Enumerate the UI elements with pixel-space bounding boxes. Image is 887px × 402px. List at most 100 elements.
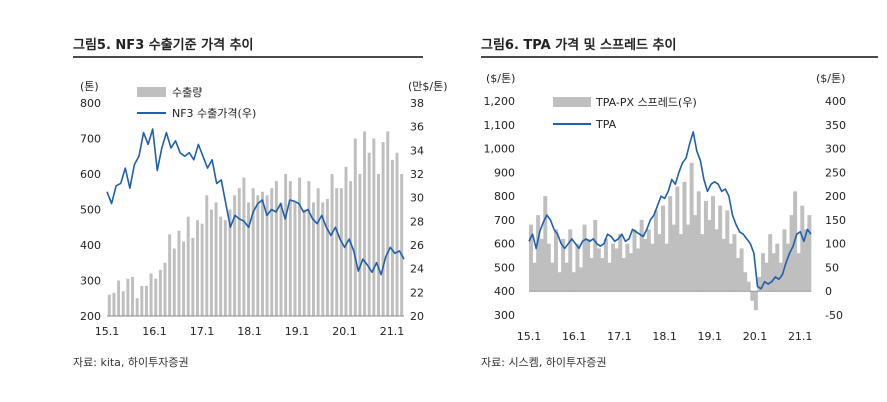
spread-bar <box>650 243 655 292</box>
spread-bar <box>800 205 805 292</box>
left-axis-label: ($/톤) <box>486 72 515 85</box>
bar <box>172 248 176 316</box>
bar <box>247 202 251 316</box>
spread-bar <box>553 229 558 292</box>
right-axis-label: (만$/톤) <box>408 80 448 93</box>
bar <box>349 181 353 316</box>
right-tick-label: 150 <box>825 214 846 227</box>
right-tick-label: 22 <box>410 286 424 299</box>
series-line-nf3-price <box>106 128 405 276</box>
x-tick-label: 18.1 <box>652 330 677 343</box>
spread-bar <box>764 262 769 292</box>
spread-bar <box>782 229 787 292</box>
spread-bar <box>757 276 762 292</box>
spread-bar <box>646 229 651 292</box>
right-tick-label: 0 <box>825 285 832 298</box>
bar <box>214 202 218 316</box>
spread-bar <box>578 267 583 292</box>
spread-bar <box>789 215 794 292</box>
bar <box>154 278 158 316</box>
spread-bar <box>739 248 744 292</box>
left-axis-label: (톤) <box>80 80 99 93</box>
spread-bar <box>653 210 658 292</box>
legend-label: TPA <box>595 118 617 131</box>
spread-bar <box>603 238 608 292</box>
right-tick-label: 36 <box>410 121 424 134</box>
spread-bar <box>600 257 605 292</box>
spread-bar <box>803 229 808 292</box>
bar <box>307 181 311 316</box>
bar <box>205 195 209 316</box>
spread-bar <box>750 291 755 301</box>
x-tick-label: 21.1 <box>788 330 813 343</box>
spread-bar <box>703 200 708 292</box>
bar <box>312 202 315 316</box>
spread-bar <box>675 186 680 292</box>
bar <box>223 220 227 316</box>
bar <box>168 234 172 316</box>
left-tick-label: 600 <box>80 168 101 181</box>
spread-bar <box>614 248 619 292</box>
spread-bar <box>596 248 601 292</box>
bar <box>298 177 302 316</box>
left-tick-label: 400 <box>494 285 515 298</box>
right-tick-label: 50 <box>825 261 839 274</box>
bar <box>330 174 334 316</box>
bar <box>386 131 390 316</box>
bar <box>256 195 260 316</box>
left-tick-label: 1,100 <box>484 119 516 132</box>
bar <box>293 202 297 316</box>
title-rule <box>481 56 878 58</box>
spread-bar <box>725 210 730 292</box>
bar <box>321 202 325 316</box>
right-tick-label: 250 <box>825 166 846 179</box>
left-tick-label: 700 <box>494 214 515 227</box>
left-tick-label: 900 <box>494 166 515 179</box>
nf3-chart: (톤) (만$/톤) 200 300 400 500 600 700 800 20 22 24 26 28… <box>80 80 448 338</box>
x-tick-label: 20.1 <box>743 330 768 343</box>
spread-bar <box>718 205 723 292</box>
x-tick-label: 21.1 <box>380 325 405 338</box>
bar <box>107 294 111 316</box>
spread-bar <box>771 253 776 292</box>
right-tick-label: 350 <box>825 119 846 132</box>
right-tick-label: 200 <box>825 190 846 203</box>
bar <box>191 237 195 316</box>
left-tick-label: 1,200 <box>484 95 516 108</box>
spread-bar <box>693 215 698 292</box>
spread-bar <box>636 248 641 292</box>
spread-bar <box>571 272 576 292</box>
spread-bar <box>711 196 716 292</box>
bar <box>228 209 232 316</box>
bar <box>242 177 246 316</box>
spread-bar <box>607 262 612 292</box>
spread-bar <box>761 253 765 292</box>
spread-bar <box>796 253 801 292</box>
spread-bar <box>543 196 548 292</box>
bar <box>131 276 135 316</box>
bar <box>367 152 371 316</box>
spread-bar <box>632 229 637 292</box>
spread-bar <box>664 243 669 292</box>
spread-bar <box>643 238 648 292</box>
right-axis-label: ($/톤) <box>816 72 845 85</box>
bar <box>381 142 385 316</box>
bar <box>233 195 237 316</box>
bar <box>149 273 153 316</box>
right-tick-label: 32 <box>410 168 424 181</box>
bar <box>158 269 162 316</box>
spread-bar <box>700 234 705 292</box>
bar <box>196 220 199 316</box>
right-tick-label: 30 <box>410 192 424 205</box>
spread-bar <box>582 224 587 292</box>
bar <box>200 223 204 316</box>
spread-bar <box>686 224 691 292</box>
bar <box>353 138 357 316</box>
spread-bar <box>689 162 694 292</box>
bar <box>265 195 269 316</box>
x-tick-label: 16.1 <box>562 330 587 343</box>
series-line-tpa <box>528 131 812 290</box>
bar <box>339 188 343 316</box>
bar <box>112 292 116 316</box>
left-tick-label: 500 <box>494 261 515 274</box>
